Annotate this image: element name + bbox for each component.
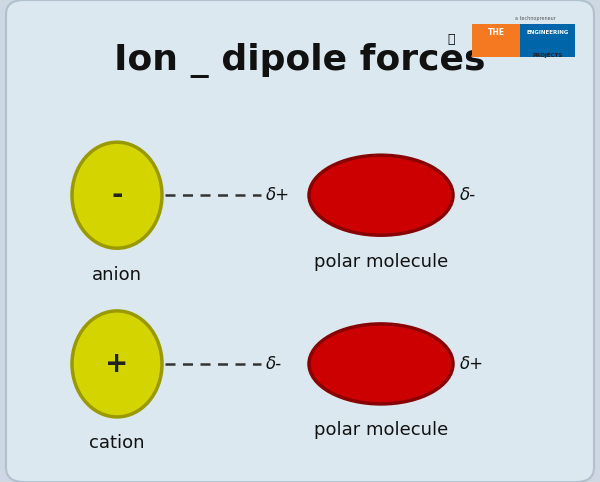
Ellipse shape	[309, 155, 453, 235]
Text: Ion _ dipole forces: Ion _ dipole forces	[114, 43, 486, 78]
Text: δ+: δ+	[460, 355, 484, 373]
Text: δ-: δ-	[460, 186, 476, 204]
Text: ENGINEERING: ENGINEERING	[526, 30, 568, 35]
Text: polar molecule: polar molecule	[314, 253, 448, 271]
Text: +: +	[106, 350, 128, 378]
Text: polar molecule: polar molecule	[314, 421, 448, 440]
Ellipse shape	[72, 142, 162, 248]
Text: δ-: δ-	[266, 355, 282, 373]
Text: -: -	[111, 181, 123, 209]
Text: 🤖: 🤖	[447, 33, 454, 46]
Text: PROJECTS: PROJECTS	[532, 53, 562, 58]
Ellipse shape	[309, 324, 453, 404]
Text: cation: cation	[89, 434, 145, 453]
Text: anion: anion	[92, 266, 142, 284]
FancyBboxPatch shape	[520, 24, 575, 56]
Text: δ+: δ+	[266, 186, 290, 204]
Text: a technopreneur: a technopreneur	[515, 15, 556, 21]
FancyBboxPatch shape	[472, 24, 520, 56]
Ellipse shape	[72, 311, 162, 417]
Text: THE: THE	[488, 28, 505, 37]
FancyBboxPatch shape	[6, 0, 594, 482]
